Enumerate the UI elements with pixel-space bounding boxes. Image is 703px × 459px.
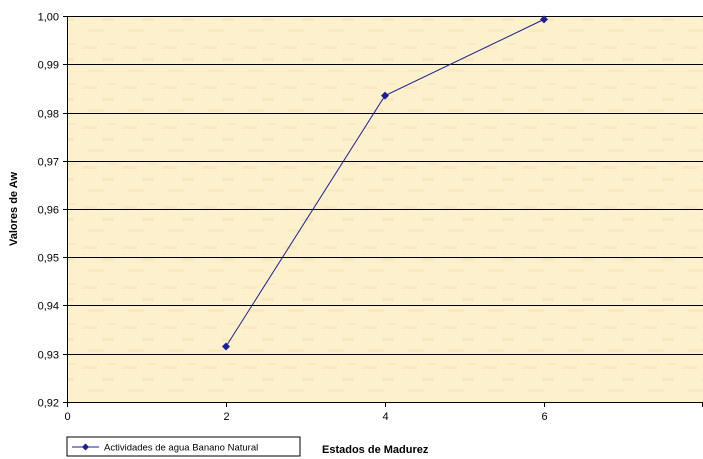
data-point-marker [540,15,548,24]
y-tick-label: 0,94 [38,301,59,313]
axes [63,16,703,407]
series-group [222,15,548,351]
y-tick-label: 1,00 [38,12,59,24]
legend-box [66,436,301,457]
legend-marker [82,443,89,451]
legend: Actividades de agua Banano Natural [66,436,301,457]
x-tick-label: 4 [382,411,388,423]
data-point-marker [222,342,230,351]
y-tick-label: 0,93 [38,350,59,362]
y-tick-label: 0,98 [38,109,59,121]
x-tick-label: 6 [541,411,547,423]
x-tick-label: 0 [64,411,70,423]
y-axis-label: Valores de Aw [8,172,20,246]
y-tick-label: 0,92 [38,398,59,410]
data-point-marker [381,91,389,100]
y-tick-label: 0,97 [38,157,59,169]
y-tick-label: 0,99 [38,60,59,72]
y-tick-label: 0,96 [38,205,59,217]
legend-label: Actividades de agua Banano Natural [104,443,258,454]
x-axis-label: Estados de Madurez [322,444,429,456]
x-tick-label: 2 [223,411,229,423]
y-tick-label: 0,95 [38,253,59,265]
tick-labels: 0,92 0,93 0,94 0,95 0,96 0,97 0,98 0,99 1,00 0 2 4 6… [38,12,703,424]
